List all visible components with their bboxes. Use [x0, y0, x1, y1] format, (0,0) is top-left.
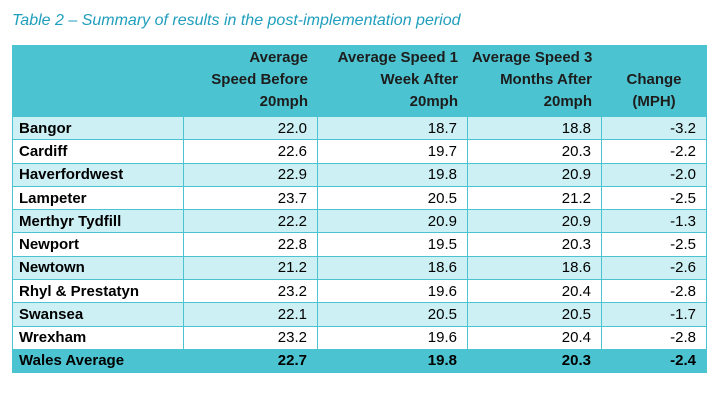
speed-months-after-cell: 20.3	[467, 232, 602, 257]
location-cell: Wrexham	[12, 325, 184, 350]
speed-before-cell: 23.2	[183, 279, 318, 304]
change-cell: -2.8	[601, 279, 707, 304]
change-cell: -2.2	[601, 139, 707, 164]
table-row: Swansea 22.1 20.5 20.5 -1.7	[12, 302, 707, 327]
speed-before-cell: 22.9	[183, 162, 318, 187]
average-speed-week-after: 19.8	[317, 348, 468, 373]
speed-months-after-cell: 20.9	[467, 209, 602, 234]
speed-week-after-cell: 19.8	[317, 162, 468, 187]
speed-week-after-cell: 18.7	[317, 115, 468, 141]
average-speed-months-after: 20.3	[467, 348, 602, 373]
speed-week-after-cell: 19.7	[317, 139, 468, 164]
speed-week-after-cell: 20.9	[317, 209, 468, 234]
speed-months-after-cell: 18.6	[467, 255, 602, 281]
location-cell: Merthyr Tydfill	[12, 209, 184, 234]
change-cell: -2.0	[601, 162, 707, 187]
speed-months-after-cell: 20.4	[467, 325, 602, 350]
location-cell: Haverfordwest	[12, 162, 184, 187]
table-row: Wrexham 23.2 19.6 20.4 -2.8	[12, 325, 707, 350]
speed-week-after-cell: 20.5	[317, 185, 468, 211]
speed-months-after-cell: 20.4	[467, 279, 602, 304]
table-row: Newtown 21.2 18.6 18.6 -2.6	[12, 255, 707, 281]
speed-week-after-cell: 18.6	[317, 255, 468, 281]
speed-before-cell: 23.2	[183, 325, 318, 350]
speed-week-after-cell: 19.6	[317, 325, 468, 350]
average-change: -2.4	[601, 348, 707, 373]
table-row: Haverfordwest 22.9 19.8 20.9 -2.0	[12, 162, 707, 187]
speed-before-cell: 22.0	[183, 115, 318, 141]
location-cell: Rhyl & Prestatyn	[12, 279, 184, 304]
location-cell: Newport	[12, 232, 184, 257]
average-label: Wales Average	[12, 348, 184, 373]
table-row: Lampeter 23.7 20.5 21.2 -2.5	[12, 185, 707, 211]
location-cell: Newtown	[12, 255, 184, 281]
change-cell: -2.8	[601, 325, 707, 350]
average-row: Wales Average 22.7 19.8 20.3 -2.4	[12, 348, 707, 373]
speed-months-after-cell: 20.5	[467, 302, 602, 327]
speed-before-cell: 22.8	[183, 232, 318, 257]
location-cell: Swansea	[12, 302, 184, 327]
header-speed-3-months-after: Average Speed 3 Months After 20mph	[467, 45, 602, 117]
header-location	[12, 45, 184, 117]
speed-week-after-cell: 19.6	[317, 279, 468, 304]
change-cell: -1.7	[601, 302, 707, 327]
speed-week-after-cell: 19.5	[317, 232, 468, 257]
change-cell: -1.3	[601, 209, 707, 234]
change-cell: -2.6	[601, 255, 707, 281]
speed-months-after-cell: 20.9	[467, 162, 602, 187]
location-cell: Bangor	[12, 115, 184, 141]
results-table: Average Speed Before 20mph Average Speed…	[12, 45, 707, 373]
table-row: Newport 22.8 19.5 20.3 -2.5	[12, 232, 707, 257]
header-speed-before: Average Speed Before 20mph	[183, 45, 318, 117]
average-speed-before: 22.7	[183, 348, 318, 373]
speed-months-after-cell: 20.3	[467, 139, 602, 164]
speed-before-cell: 22.1	[183, 302, 318, 327]
table-row: Rhyl & Prestatyn 23.2 19.6 20.4 -2.8	[12, 279, 707, 304]
header-row: Average Speed Before 20mph Average Speed…	[12, 45, 707, 117]
speed-week-after-cell: 20.5	[317, 302, 468, 327]
table-row: Cardiff 22.6 19.7 20.3 -2.2	[12, 139, 707, 164]
speed-before-cell: 22.6	[183, 139, 318, 164]
speed-before-cell: 22.2	[183, 209, 318, 234]
location-cell: Cardiff	[12, 139, 184, 164]
header-change: Change (MPH)	[601, 45, 707, 117]
table-row: Merthyr Tydfill 22.2 20.9 20.9 -1.3	[12, 209, 707, 234]
speed-before-cell: 21.2	[183, 255, 318, 281]
speed-months-after-cell: 21.2	[467, 185, 602, 211]
change-cell: -3.2	[601, 115, 707, 141]
speed-before-cell: 23.7	[183, 185, 318, 211]
change-cell: -2.5	[601, 232, 707, 257]
speed-months-after-cell: 18.8	[467, 115, 602, 141]
header-speed-1-week-after: Average Speed 1 Week After 20mph	[317, 45, 468, 117]
location-cell: Lampeter	[12, 185, 184, 211]
table-caption: Table 2 – Summary of results in the post…	[12, 12, 461, 29]
change-cell: -2.5	[601, 185, 707, 211]
table-row: Bangor 22.0 18.7 18.8 -3.2	[12, 115, 707, 141]
